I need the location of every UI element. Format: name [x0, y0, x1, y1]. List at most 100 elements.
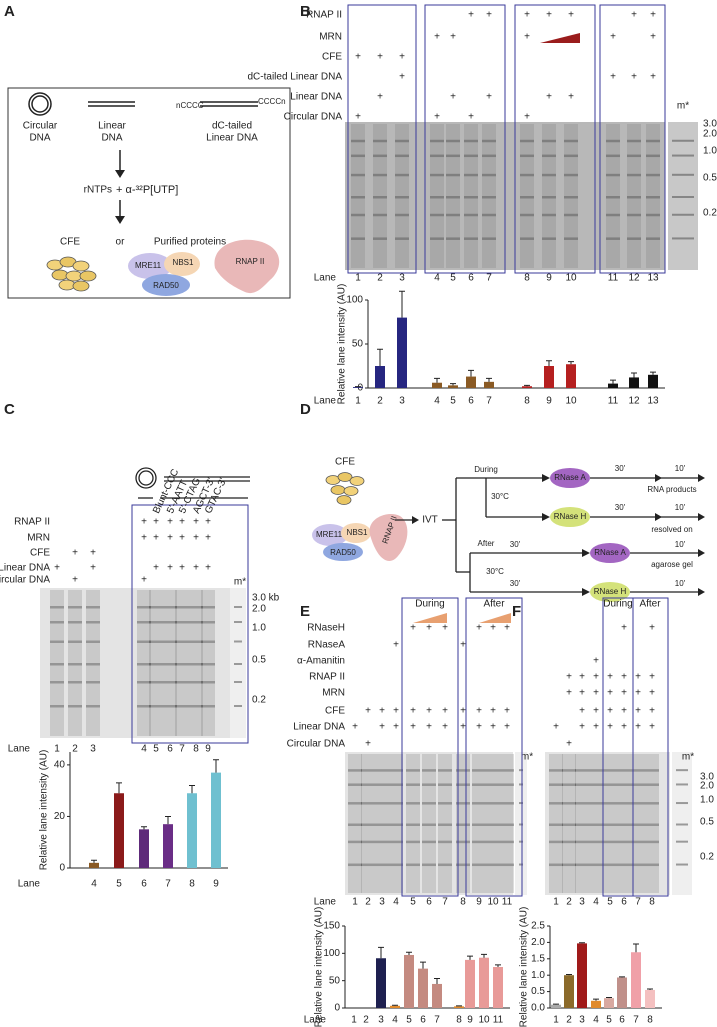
- bar: [432, 382, 442, 388]
- gel-band: [617, 769, 631, 772]
- gel-band: [351, 173, 365, 177]
- gel-band: [175, 640, 189, 643]
- x-tick-label: 4: [593, 1015, 599, 1026]
- gel-band: [422, 769, 436, 772]
- lane-number: 5: [450, 273, 456, 284]
- bar: [139, 829, 149, 868]
- condition-mark: +: [566, 688, 572, 699]
- gel-band: [189, 640, 203, 643]
- gel-band: [395, 154, 409, 158]
- size-label: 2.0: [703, 129, 717, 140]
- gel-band: [549, 840, 563, 844]
- gel-band: [617, 840, 631, 844]
- gel-band: [464, 196, 478, 199]
- lane-title: Lane: [314, 273, 337, 284]
- gel-band: [373, 237, 387, 240]
- marker-band: [234, 663, 242, 665]
- arrow-head: [655, 513, 662, 521]
- y-tick-label: 100: [323, 948, 340, 959]
- gel-band: [631, 823, 645, 826]
- gel-band: [603, 802, 617, 805]
- lane-number: 7: [179, 744, 185, 755]
- gel-band: [137, 606, 151, 609]
- arrow-head: [542, 474, 550, 482]
- gel-band: [373, 173, 387, 177]
- condition-mark: +: [365, 706, 371, 717]
- gel-band: [137, 663, 151, 666]
- gel-band: [201, 681, 215, 684]
- time-label: 10': [675, 540, 686, 549]
- gel-band: [549, 823, 563, 826]
- gel-band: [456, 783, 470, 786]
- bar: [448, 385, 458, 388]
- circular-dna-icon: [31, 95, 49, 113]
- marker-band: [672, 173, 694, 176]
- gel-band: [163, 663, 177, 666]
- gel-band: [422, 840, 436, 844]
- x-tick-label: 5: [116, 879, 122, 890]
- bar: [376, 958, 386, 1008]
- lane-number: 3: [579, 897, 585, 908]
- marker-band: [519, 802, 523, 805]
- gel-band: [520, 237, 534, 240]
- gel-band: [50, 681, 64, 684]
- row-label: CFE: [30, 548, 50, 559]
- gel-band: [189, 681, 203, 684]
- error-bar: [399, 290, 405, 318]
- arrow-head: [115, 216, 125, 224]
- condition-mark: +: [631, 72, 637, 83]
- gel-band: [617, 823, 631, 826]
- gel-band: [562, 840, 576, 844]
- lane-number: 3: [90, 744, 96, 755]
- condition-mark: +: [635, 688, 641, 699]
- group-label: After: [483, 599, 505, 610]
- error-bar: [610, 379, 616, 384]
- condition-mark: +: [649, 672, 655, 683]
- gel-band: [201, 663, 215, 666]
- gel-band: [606, 173, 620, 177]
- arrow-head: [698, 474, 705, 482]
- gel-lane: [627, 124, 641, 268]
- lane-group-box: [131, 504, 249, 744]
- error-bar: [553, 1003, 559, 1005]
- condition-mark: +: [72, 575, 78, 586]
- gel-band: [446, 213, 460, 217]
- gel-band: [500, 802, 514, 805]
- size-label: 0.2: [700, 852, 714, 863]
- cfe-icon: [325, 472, 365, 505]
- gel-band: [189, 663, 203, 666]
- bar: [551, 1004, 561, 1008]
- condition-mark: +: [610, 32, 616, 43]
- lane-number: 1: [355, 273, 361, 284]
- gel-band: [645, 783, 659, 786]
- bar: [353, 387, 363, 388]
- error-bar: [650, 371, 656, 375]
- error-bar: [606, 997, 612, 999]
- gel-band: [361, 823, 375, 826]
- time-label: 10': [675, 503, 686, 512]
- gel-background: [345, 752, 513, 895]
- condition-mark: +: [167, 563, 173, 574]
- condition-mark: +: [649, 706, 655, 717]
- bar: [432, 983, 442, 1008]
- gel-band: [430, 139, 444, 143]
- lane-number: 2: [365, 897, 371, 908]
- row-label: Linear DNA: [293, 722, 345, 733]
- lane-group-box: [401, 597, 459, 897]
- gel-band: [631, 783, 645, 786]
- gel-lane: [646, 124, 660, 268]
- gel-band: [486, 823, 500, 826]
- condition-mark: +: [442, 722, 448, 733]
- marker-label: m*: [677, 101, 689, 112]
- y-axis-label: Relative lane intensity (AU): [519, 907, 530, 1027]
- size-label: 1.0: [252, 623, 266, 634]
- condition-mark: +: [179, 533, 185, 544]
- lane-number: 12: [628, 273, 640, 284]
- gel-band: [175, 606, 189, 609]
- gel-band: [606, 237, 620, 240]
- x-tick-label: 3: [378, 1015, 384, 1026]
- gel-band: [500, 769, 514, 772]
- error-bar: [434, 377, 440, 383]
- condition-mark: +: [468, 112, 474, 123]
- gel-band: [603, 823, 617, 826]
